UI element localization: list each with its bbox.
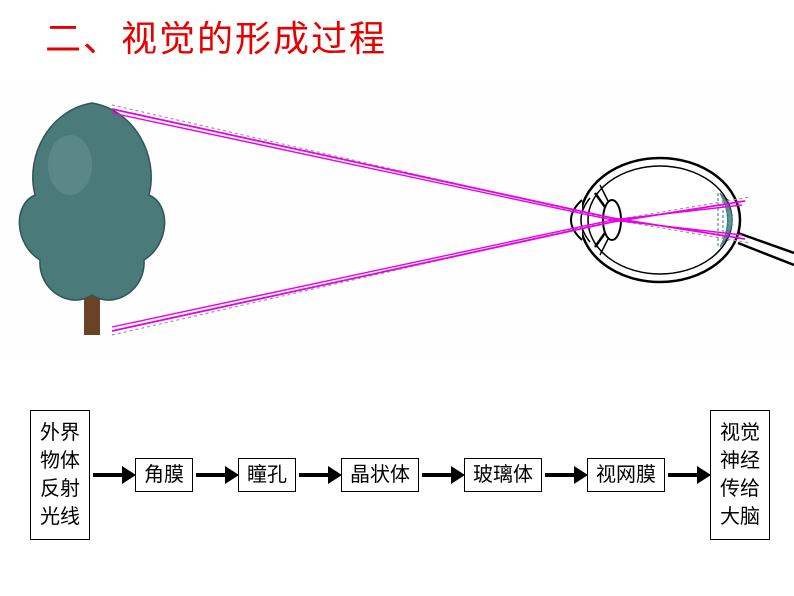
flow-label: 神经: [720, 447, 760, 475]
flow-box-source: 外界 物体 反射 光线: [30, 410, 90, 540]
flow-box-brain: 视觉 神经 传给 大脑: [710, 410, 770, 540]
flow-arrow: [543, 474, 586, 476]
flow-label: 角膜: [144, 461, 184, 489]
flow-label: 瞳孔: [247, 461, 287, 489]
flow-label: 视觉: [720, 419, 760, 447]
flow-arrow: [91, 474, 134, 476]
flow-label: 晶状体: [350, 461, 410, 489]
flow-label: 玻璃体: [473, 461, 533, 489]
flow-arrow: [420, 474, 463, 476]
flow-label: 大脑: [720, 503, 760, 531]
flow-label: 传给: [720, 475, 760, 503]
tree-icon: [19, 103, 164, 335]
flow-box-retina: 视网膜: [587, 458, 665, 492]
flowchart: 外界 物体 反射 光线 角膜 瞳孔 晶状体 玻璃体 视网膜 视觉 神经 传给 大…: [30, 390, 770, 560]
eye-icon: [571, 158, 794, 282]
flow-box-vitreous: 玻璃体: [464, 458, 542, 492]
flow-arrow: [194, 474, 237, 476]
flow-label: 视网膜: [596, 461, 656, 489]
flow-arrow: [297, 474, 340, 476]
flow-box-pupil: 瞳孔: [238, 458, 296, 492]
flow-box-lens: 晶状体: [341, 458, 419, 492]
flow-label: 反射: [40, 475, 80, 503]
flow-label: 外界: [40, 419, 80, 447]
flow-arrow: [666, 474, 709, 476]
vision-diagram: [0, 85, 794, 355]
flow-label: 光线: [40, 503, 80, 531]
page-title: 二、视觉的形成过程: [45, 10, 387, 62]
flow-box-cornea: 角膜: [135, 458, 193, 492]
flow-label: 物体: [40, 447, 80, 475]
